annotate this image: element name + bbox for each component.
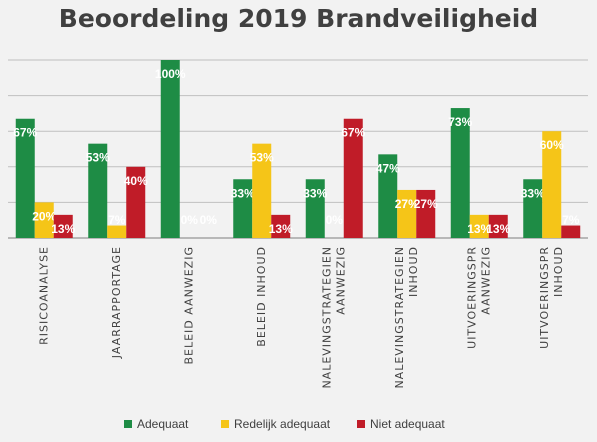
bar [450,108,470,238]
legend-label: Redelijk adequaat [234,417,331,431]
bar [542,131,562,238]
category-label: RISICOANALYSE [37,246,50,345]
data-label: 67% [13,126,37,140]
legend-label: Adequaat [137,417,189,431]
data-label: 27% [395,197,419,211]
bar [561,225,581,238]
data-label: 13% [467,222,491,236]
data-label: 67% [341,126,365,140]
category-label: INHOUD [407,246,420,297]
category-label: BELEID INHOUD [255,246,268,347]
bar [343,118,363,238]
data-label: 0% [200,213,218,227]
data-label: 100% [155,67,186,81]
bar [53,214,73,238]
legend-swatch [221,420,229,428]
category-label: AANWEZIG [479,246,492,315]
data-label: 7% [108,213,126,227]
bar [34,202,54,238]
data-label: 33% [231,186,255,200]
bar [378,154,398,238]
category-label: JAARRAPPORTAGE [110,246,123,359]
category-label: BELEID AANWEZIG [182,246,195,365]
bar [15,118,35,238]
data-label: 7% [562,213,580,227]
bar [488,214,508,238]
legend-swatch [124,420,132,428]
data-label: 47% [376,161,400,175]
bar [416,189,436,238]
bar [523,179,543,238]
bar [469,214,489,238]
category-label: NALEVINGSTRATEGIEN [320,246,333,389]
chart-title: Beoordeling 2019 Brandveiligheid [58,4,539,33]
legend-swatch [357,420,365,428]
data-label: 13% [269,222,293,236]
category-label: INHOUD [552,246,565,297]
bar [88,143,108,238]
category-label: NALEVINGSTRATEGIEN [393,246,406,389]
data-label: 33% [303,186,327,200]
bar [160,60,180,238]
data-label: 13% [51,222,75,236]
category-label: UITVOERINGSPR [538,246,551,349]
bar [305,179,325,238]
bar [233,179,253,238]
bar [397,189,417,238]
data-label: 33% [521,186,545,200]
bar [252,143,272,238]
category-label: UITVOERINGSPR [465,246,478,349]
legend-label: Niet adequaat [370,417,445,431]
data-label: 0% [181,213,199,227]
bar [107,225,127,238]
data-label: 20% [32,209,56,223]
data-label: 60% [540,138,564,152]
data-label: 40% [124,174,148,188]
bar [126,166,146,238]
data-label: 27% [414,197,438,211]
data-label: 13% [486,222,510,236]
data-label: 0% [326,213,344,227]
data-label: 73% [448,115,472,129]
data-label: 53% [250,151,274,165]
category-label: AANWEZIG [334,246,347,315]
bar [271,214,291,238]
data-label: 53% [86,151,110,165]
